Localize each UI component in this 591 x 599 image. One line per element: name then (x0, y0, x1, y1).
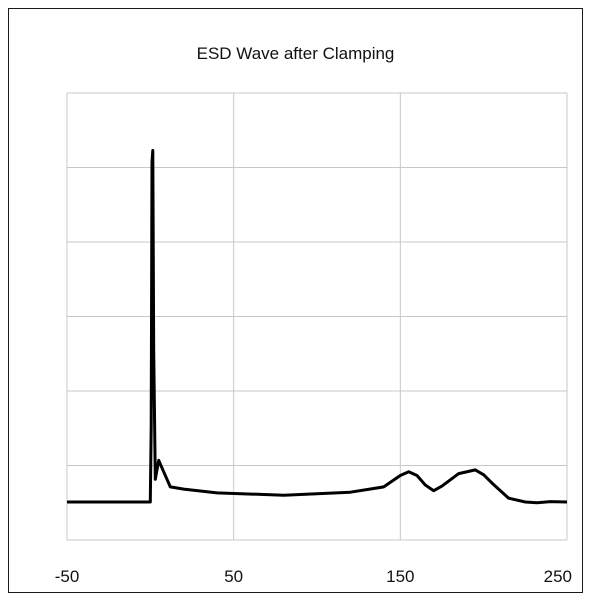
grid (66, 92, 568, 541)
series-line (67, 149, 568, 505)
series-line-group (67, 149, 568, 505)
x-tick-label: 250 (544, 567, 572, 586)
x-tick-labels: -50 50 150 250 (55, 567, 572, 586)
x-tick-label: 150 (386, 567, 414, 586)
chart-title: ESD Wave after Clamping (196, 44, 395, 63)
x-tick-label: -50 (55, 567, 80, 586)
x-tick-label: 50 (224, 567, 243, 586)
